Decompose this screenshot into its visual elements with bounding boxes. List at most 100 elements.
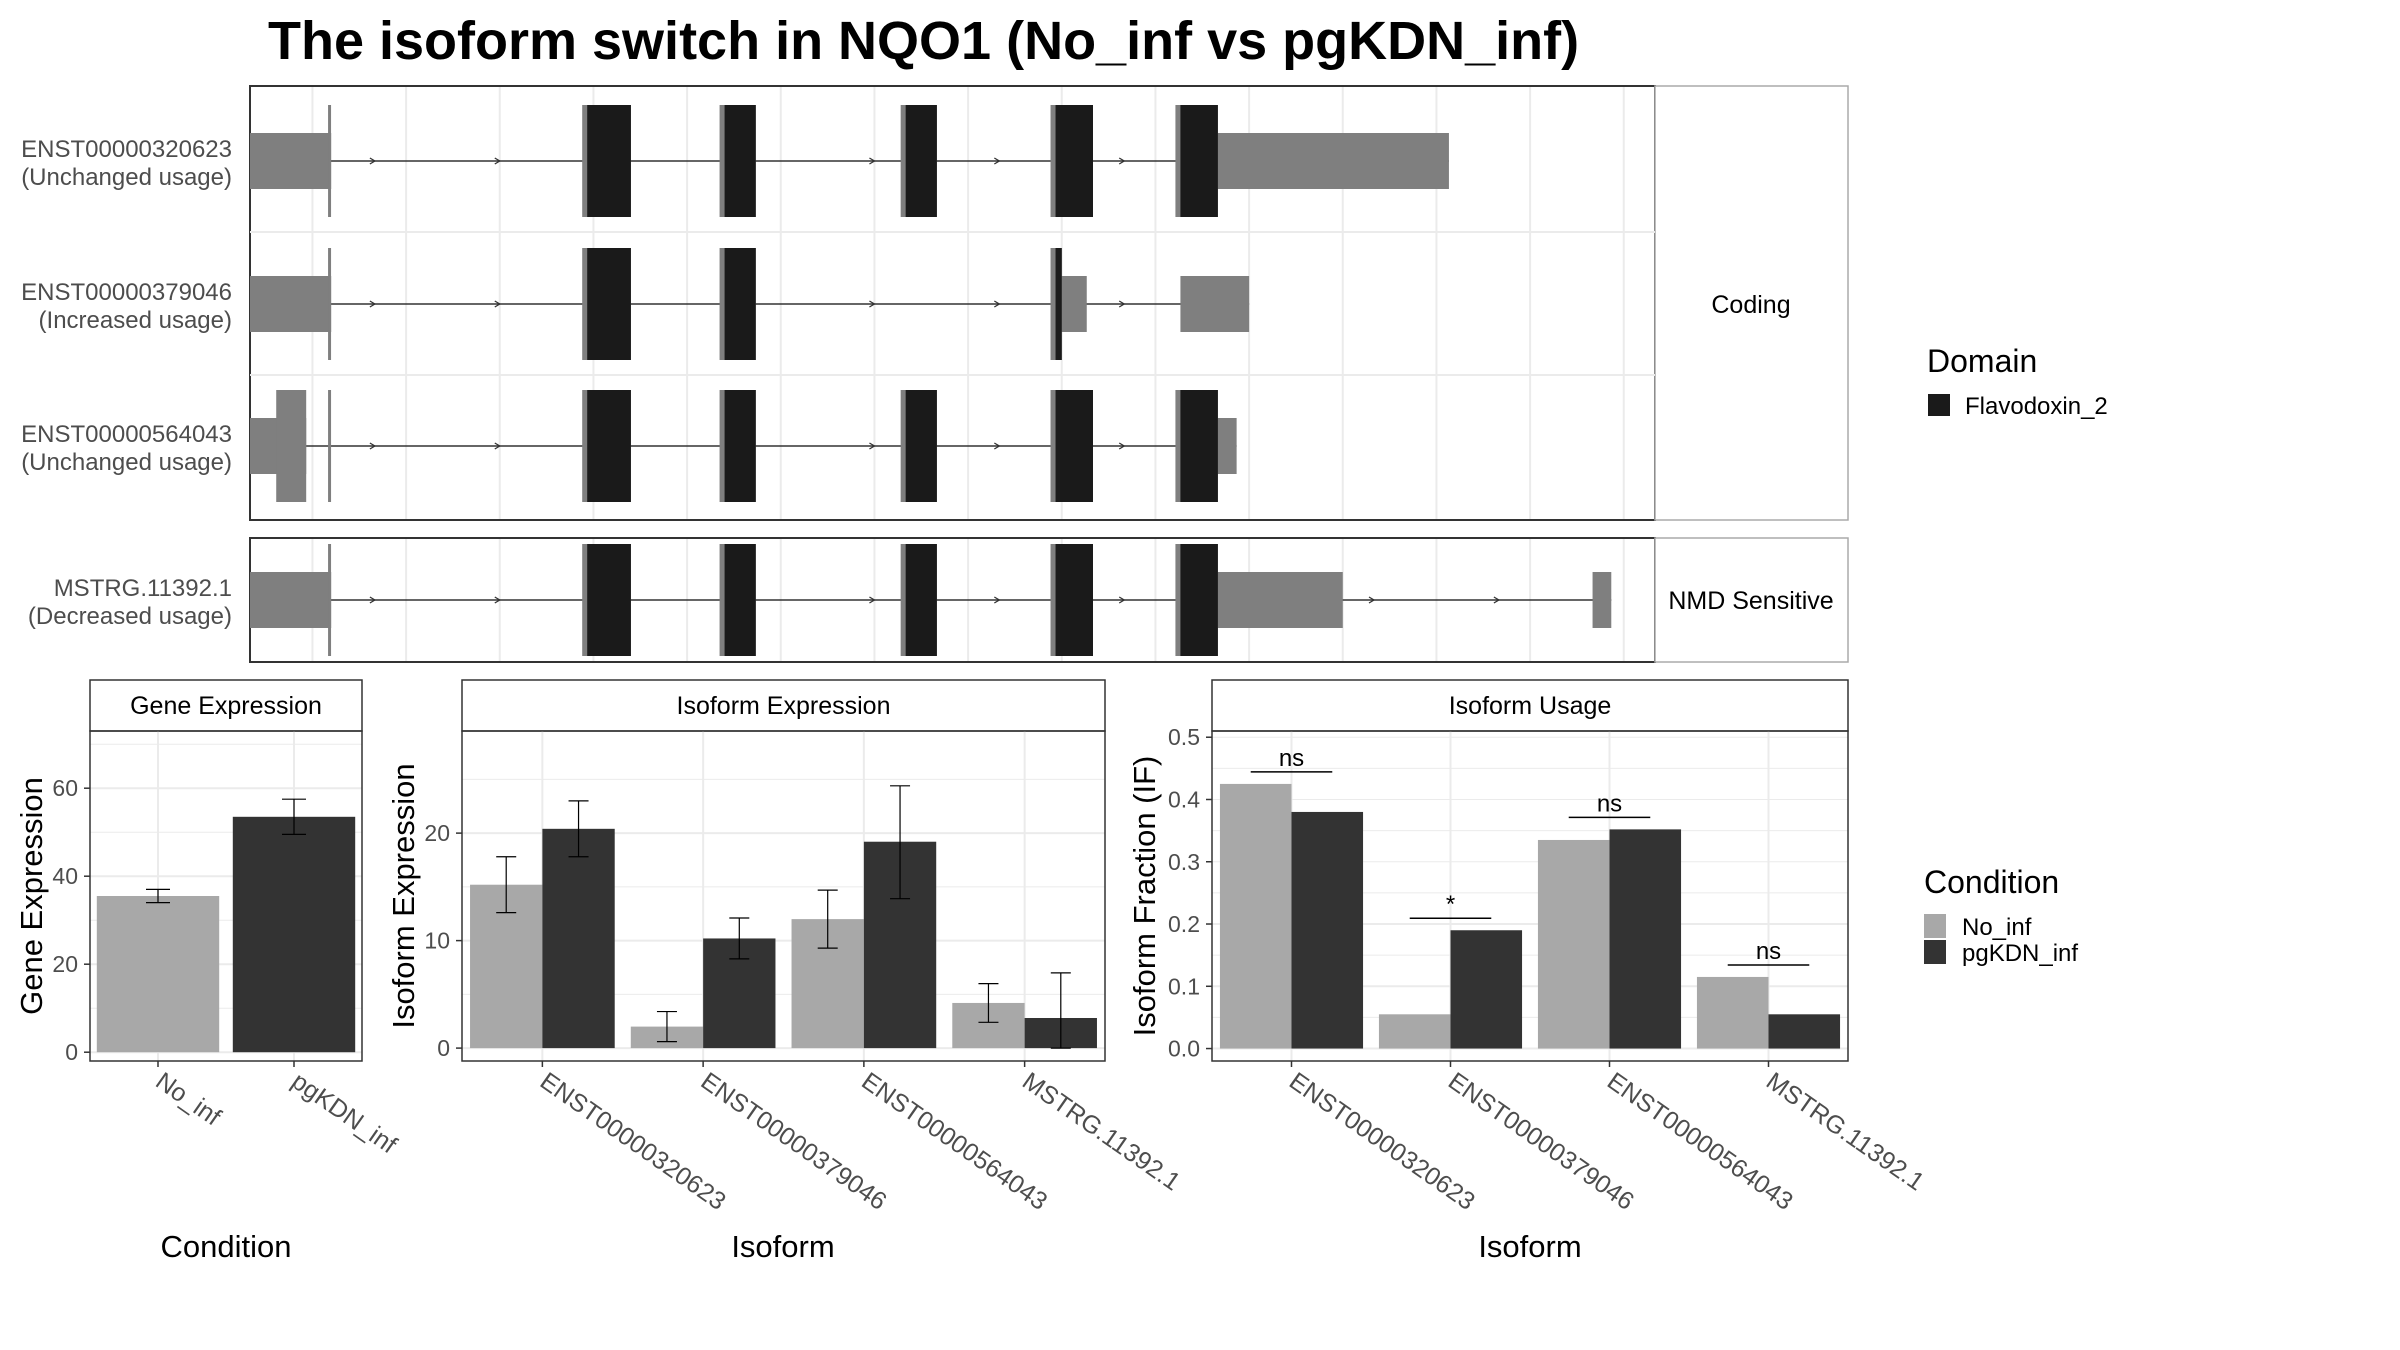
y-tick-label: 0.4 — [1168, 786, 1200, 812]
domain-region — [724, 544, 756, 656]
strand-arrow — [1118, 442, 1126, 450]
significance-label: ns — [1756, 938, 1781, 965]
x-axis-title: Condition — [161, 1229, 292, 1264]
legends: Domain Flavodoxin_2 Condition No_infpgKDN_i… — [1924, 343, 2108, 967]
error-bar — [890, 785, 911, 900]
condition-legend-title: Condition — [1924, 864, 2059, 900]
y-axis-title: Isoform Fraction (IF) — [1127, 756, 1162, 1037]
domain-region — [905, 105, 937, 217]
error-bar — [817, 889, 838, 949]
strand-arrow — [494, 300, 502, 308]
chart-frame — [1211, 730, 1849, 1062]
strand-arrow — [869, 596, 876, 604]
bar-No_inf-MSTRG.11392.1 — [1696, 976, 1769, 1049]
transcript-row-ENST00000564043 — [250, 390, 1237, 502]
strand-arrow — [494, 442, 502, 450]
y-tick-label: 0.3 — [1168, 849, 1200, 875]
domain-region — [1180, 390, 1218, 502]
tss-mark — [328, 248, 332, 360]
domain-region — [1055, 390, 1093, 502]
utr-exon — [250, 572, 332, 628]
bar-pgKDN_inf-ENST00000379046 — [1450, 930, 1523, 1049]
chart-1: Isoform Expression01020ENST00000320623EN… — [386, 679, 1185, 1264]
strand-arrow — [369, 157, 377, 165]
y-tick-label: 40 — [52, 863, 78, 889]
strand-arrow — [1118, 300, 1126, 308]
error-bar — [568, 800, 589, 858]
chart-strip-label: Gene Expression — [130, 692, 322, 720]
tss-mark — [328, 390, 332, 502]
bar-No_inf-ENST00000320623 — [1219, 783, 1292, 1049]
y-tick-label: 10 — [424, 928, 450, 954]
bar-pgKDN_inf-MSTRG.11392.1 — [1768, 1014, 1841, 1049]
strand-arrow — [1368, 596, 1376, 604]
group-strip-label: Coding — [1711, 291, 1790, 319]
y-tick-label: 0.0 — [1168, 1036, 1200, 1062]
y-tick-label: 20 — [424, 820, 450, 846]
domain-region — [1180, 105, 1218, 217]
bar-No_inf-ENST00000564043 — [1537, 839, 1610, 1049]
strand-arrow — [993, 300, 1001, 308]
strand-arrow — [1118, 596, 1126, 604]
domain-region — [1055, 105, 1093, 217]
chart-frame — [89, 730, 363, 1062]
strand-arrow — [369, 596, 377, 604]
chart-strip-label: Isoform Usage — [1449, 692, 1612, 720]
x-tick-label: No_inf — [151, 1067, 226, 1131]
utr-exon — [1592, 572, 1612, 628]
condition-legend-key — [1924, 914, 1946, 938]
transcript-usage-label: (Unchanged usage) — [21, 449, 232, 476]
strand-arrow — [494, 157, 502, 165]
condition-legend-label: No_inf — [1962, 914, 2032, 941]
x-axis-title: Isoform — [731, 1229, 834, 1264]
y-tick-label: 0 — [65, 1039, 78, 1065]
x-axis-title: Isoform — [1478, 1229, 1581, 1264]
transcript-usage-label: (Increased usage) — [39, 307, 232, 334]
condition-legend-key — [1924, 940, 1946, 964]
bar-charts: Gene Expression 0 20 40 60 No_inf pgKDN_inf Con… — [14, 679, 1929, 1264]
utr-exon — [1186, 133, 1449, 189]
transcript-id-label: ENST00000320623 — [21, 136, 232, 163]
y-axis-title: Gene Expression — [14, 777, 49, 1015]
domain-region — [1055, 248, 1062, 360]
y-tick-label: 0.5 — [1168, 724, 1200, 750]
domain-legend-title: Domain — [1927, 343, 2037, 379]
utr-exon — [250, 276, 332, 332]
transcript-id-label: MSTRG.11392.1 — [54, 575, 232, 602]
strand-arrow — [369, 300, 377, 308]
chart-frame — [461, 730, 1106, 1062]
group-strip-label: NMD Sensitive — [1668, 587, 1833, 615]
significance-label: ns — [1597, 790, 1622, 817]
domain-region — [1180, 544, 1218, 656]
error-bar — [282, 798, 306, 835]
domain-region — [587, 390, 631, 502]
bar-pgKDN_inf-ENST00000320623 — [1291, 811, 1364, 1049]
condition-legend-label: pgKDN_inf — [1962, 940, 2078, 967]
transcript-row-ENST00000379046 — [250, 248, 1655, 376]
group-strip — [1654, 537, 1849, 663]
error-bar — [729, 917, 750, 960]
bar-pgKDN_inf-ENST00000564043 — [1609, 829, 1682, 1049]
strand-arrow — [869, 300, 876, 308]
transcript-id-label: ENST00000564043 — [21, 421, 232, 448]
figure-title: The isoform switch in NQO1 (No_inf vs pg… — [268, 11, 1579, 71]
y-tick-label: 20 — [52, 951, 78, 977]
domain-region — [587, 544, 631, 656]
strand-arrow — [869, 157, 876, 165]
domain-region — [724, 248, 756, 360]
chart-strip-label: Isoform Expression — [677, 692, 891, 720]
transcript-row-MSTRG.11392.1 — [250, 544, 1612, 656]
error-bar — [496, 856, 517, 914]
chart-0: Gene Expression 0 20 40 60 No_inf pgKDN_inf Con… — [14, 679, 402, 1264]
x-tick-label: MSTRG.11392.1 — [1017, 1067, 1185, 1196]
domain-region — [1055, 544, 1093, 656]
chart-strip — [1211, 679, 1849, 732]
bar-pgKDN_inf-ENST00000320623 — [542, 828, 615, 1049]
domain-region — [905, 390, 937, 502]
domain-region — [724, 105, 756, 217]
bar-No_inf-ENST00000379046 — [1378, 1014, 1451, 1049]
domain-region — [724, 390, 756, 502]
x-tick-label: MSTRG.11392.1 — [1761, 1067, 1929, 1196]
domain-region — [905, 544, 937, 656]
